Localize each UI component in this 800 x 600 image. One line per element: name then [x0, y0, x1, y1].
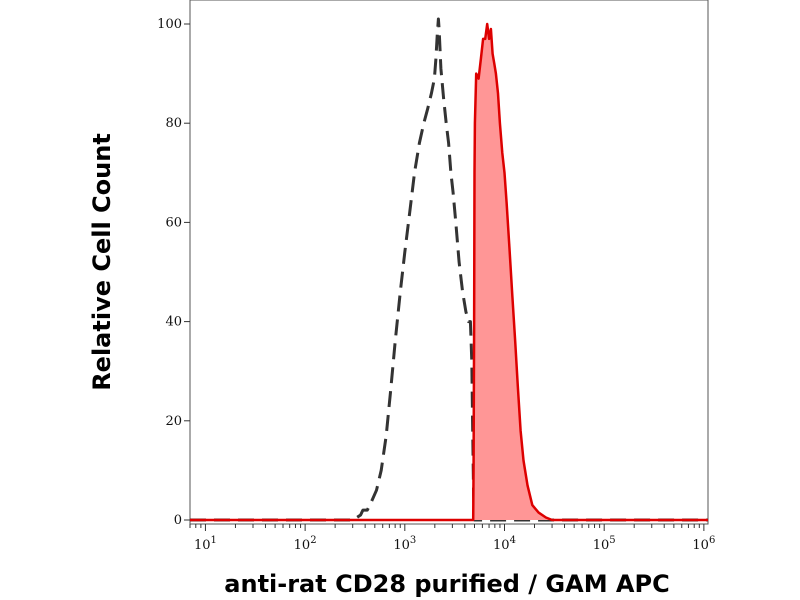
series-1-fill	[190, 24, 708, 520]
x-tick-label: 106	[692, 535, 715, 553]
axis-layer: 0 20 40 60 80 100 101 102 103 104 105 106	[157, 17, 715, 553]
x-axis-title: anti-rat CD28 purified / GAM APC	[224, 570, 669, 598]
y-tick-label: 60	[165, 215, 182, 230]
x-tick-label: 103	[393, 535, 416, 553]
y-tick-label: 40	[165, 315, 182, 330]
y-tick-label: 0	[174, 513, 182, 528]
y-axis-title: Relative Cell Count	[88, 133, 116, 391]
x-tick-label: 101	[194, 535, 217, 553]
y-tick-label: 100	[157, 17, 182, 32]
y-tick-label: 20	[165, 414, 182, 429]
series-0-line	[190, 17, 708, 522]
y-tick-label: 80	[165, 116, 182, 131]
series-layer	[190, 17, 708, 522]
plot-frame	[189, 0, 709, 525]
x-tick-label: 105	[593, 535, 616, 553]
series-1-line	[190, 22, 708, 522]
x-tick-label: 104	[493, 535, 516, 553]
x-tick-label: 102	[294, 535, 317, 553]
